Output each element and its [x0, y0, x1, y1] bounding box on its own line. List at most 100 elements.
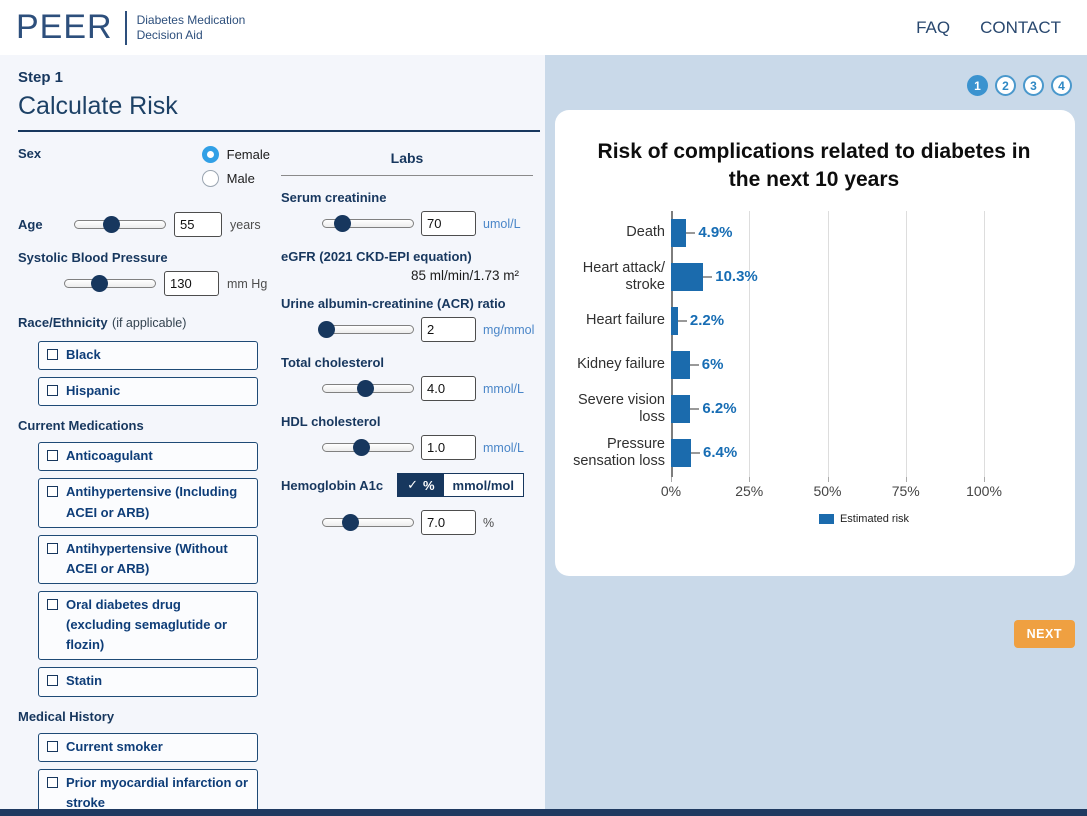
- x-axis-tick-label: 75%: [891, 482, 920, 499]
- chart-category-label: Kidney failure: [577, 356, 665, 373]
- sbp-input[interactable]: [164, 271, 219, 296]
- hdl-cholesterol-slider[interactable]: [322, 439, 414, 456]
- risk-bar: [671, 350, 690, 379]
- slider-track[interactable]: [322, 518, 414, 527]
- y-axis-line: [671, 210, 673, 477]
- radio-selected-icon[interactable]: [201, 146, 219, 163]
- slider-track[interactable]: [74, 220, 166, 229]
- x-axis-tick-label: 100%: [966, 482, 1002, 499]
- checkbox-option[interactable]: Oral diabetes drug (excluding semaglutid…: [38, 590, 258, 661]
- bottom-bar: [0, 809, 1087, 816]
- slider-thumb[interactable]: [317, 321, 335, 338]
- checkbox-icon[interactable]: [47, 349, 58, 360]
- step-circle-3[interactable]: 3: [1023, 75, 1044, 96]
- total-cholesterol-slider[interactable]: [322, 380, 414, 397]
- acr-unit: mg/mmol: [483, 322, 535, 337]
- serum-creatinine-slider[interactable]: [322, 215, 414, 232]
- checkbox-option[interactable]: Antihypertensive (Without ACEI or ARB): [38, 534, 258, 584]
- checkbox-option[interactable]: Prior myocardial infarction or stroke: [38, 768, 258, 809]
- chart-category-labels: Death Heart attack/ stroke Heart failure Ki…: [571, 211, 665, 525]
- checkbox-option[interactable]: Black: [38, 341, 258, 371]
- checkbox-icon[interactable]: [47, 542, 58, 554]
- slider-thumb[interactable]: [357, 380, 375, 397]
- checkbox-icon[interactable]: [47, 740, 58, 752]
- sbp-slider[interactable]: [64, 275, 156, 292]
- age-label: Age: [18, 217, 43, 232]
- a1c-input[interactable]: [421, 510, 476, 535]
- slider-thumb[interactable]: [352, 439, 370, 456]
- checkbox-option[interactable]: Anticoagulant: [38, 442, 258, 472]
- slider-track[interactable]: [322, 325, 414, 334]
- checkbox-icon[interactable]: [47, 598, 58, 610]
- slider-thumb[interactable]: [102, 216, 120, 233]
- acr-input[interactable]: [421, 317, 476, 342]
- check-icon: ✓: [407, 477, 418, 492]
- chart-bar-row: 2.2%: [671, 299, 1057, 343]
- serum-creatinine-label: Serum creatinine: [280, 190, 387, 205]
- axis-tick: [671, 476, 672, 482]
- checkbox-icon[interactable]: [47, 486, 58, 498]
- logo-divider: [124, 10, 127, 45]
- x-axis-tick-label: 0%: [660, 482, 682, 499]
- slider-thumb[interactable]: [90, 275, 108, 292]
- egfr-label: eGFR (2021 CKD-EPI equation): [280, 249, 472, 264]
- checkbox-icon[interactable]: [47, 450, 58, 462]
- age-slider[interactable]: [74, 216, 166, 233]
- checkbox-icon[interactable]: [47, 675, 58, 687]
- chart-category-label: Severe vision loss: [577, 392, 665, 425]
- checkbox-icon[interactable]: [47, 385, 58, 397]
- hdl-cholesterol-unit: mmol/L: [483, 440, 524, 455]
- radio-option-male[interactable]: Male: [201, 170, 270, 187]
- risk-bar: [671, 306, 678, 335]
- checkbox-option[interactable]: Hispanic: [38, 377, 258, 407]
- chart-category-label: Heart attack/ stroke: [582, 260, 665, 293]
- hdl-cholesterol-input[interactable]: [421, 435, 476, 460]
- egfr-value: 85 ml/min/1.73 m²: [410, 268, 519, 283]
- checkbox-label: Black: [66, 347, 101, 362]
- checkbox-label: Statin: [66, 673, 103, 689]
- step-circle-2[interactable]: 2: [995, 75, 1016, 96]
- step-circle-1[interactable]: 1: [967, 75, 988, 96]
- slider-thumb[interactable]: [334, 215, 352, 232]
- slider-track[interactable]: [322, 219, 414, 228]
- race-note: (if applicable): [112, 316, 187, 330]
- nav-contact-link[interactable]: CONTACT: [980, 17, 1061, 37]
- checkbox-label: Hispanic: [66, 383, 121, 399]
- slider-thumb[interactable]: [341, 514, 359, 531]
- bar-value-label: 6%: [701, 356, 724, 374]
- acr-slider[interactable]: [317, 321, 414, 338]
- checkbox-option[interactable]: Antihypertensive (Including ACEI or ARB): [38, 478, 258, 528]
- next-button[interactable]: NEXT: [1013, 620, 1075, 648]
- logo-text: PEER: [16, 8, 113, 46]
- a1c-toggle-percent[interactable]: ✓ %: [398, 474, 444, 496]
- bar-value-label: 6.2%: [702, 400, 737, 418]
- app-subtitle-line2: Decision Aid: [136, 27, 203, 42]
- value-connector: [703, 275, 713, 278]
- race-label: Race/Ethnicity: [18, 315, 108, 330]
- checkbox-icon[interactable]: [47, 776, 58, 788]
- axis-tick: [827, 476, 829, 482]
- serum-creatinine-input[interactable]: [421, 211, 476, 236]
- chart-bar-row: 10.3%: [671, 255, 1057, 299]
- total-cholesterol-input[interactable]: [421, 376, 476, 401]
- age-input[interactable]: [174, 212, 222, 237]
- slider-track[interactable]: [64, 279, 156, 288]
- header-nav: FAQ CONTACT: [916, 18, 1061, 38]
- checkbox-label: Oral diabetes drug (excluding semaglutid…: [66, 596, 228, 653]
- chart-bar-row: 6.2%: [671, 387, 1057, 431]
- nav-faq-link[interactable]: FAQ: [916, 17, 951, 37]
- legend-label: Estimated risk: [839, 512, 910, 525]
- a1c-slider[interactable]: [322, 514, 414, 531]
- gridline: [749, 210, 751, 477]
- radio-option-female[interactable]: Female: [201, 146, 270, 163]
- radio-unselected-icon[interactable]: [201, 170, 219, 187]
- step-circle-4[interactable]: 4: [1051, 75, 1072, 96]
- risk-bar-chart: Death Heart attack/ stroke Heart failure Ki…: [571, 210, 1057, 525]
- chart-bar-row: 6%: [671, 343, 1057, 387]
- checkbox-option[interactable]: Statin: [38, 667, 258, 697]
- checkbox-option[interactable]: Current smoker: [38, 732, 258, 762]
- bar-value-label: 6.4%: [703, 444, 738, 462]
- a1c-toggle-mmolmol[interactable]: mmol/mol: [443, 474, 523, 496]
- serum-creatinine-unit: umol/L: [483, 216, 521, 231]
